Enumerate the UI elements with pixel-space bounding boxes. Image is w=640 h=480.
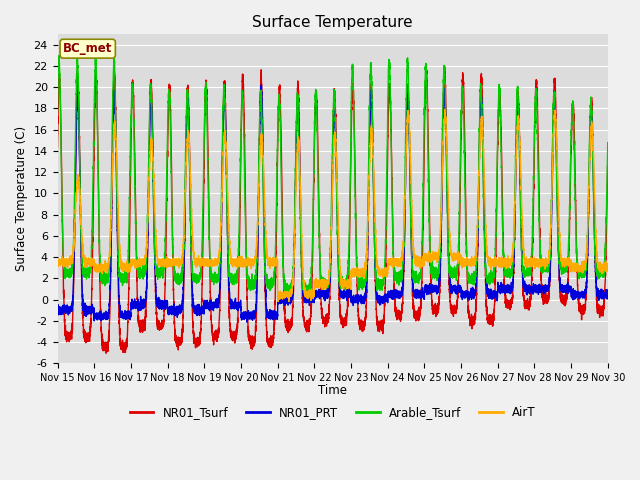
Y-axis label: Surface Temperature (C): Surface Temperature (C)	[15, 126, 28, 271]
NR01_PRT	[472, 290, 479, 296]
Arable_Tsurf	[574, 264, 582, 269]
NR01_Tsurf	[472, 316, 479, 322]
AirT	[314, 282, 322, 288]
AirT	[241, 257, 248, 263]
NR01_Tsurf	[581, 305, 589, 311]
Legend: NR01_Tsurf, NR01_PRT, Arable_Tsurf, AirT: NR01_Tsurf, NR01_PRT, Arable_Tsurf, AirT	[125, 401, 540, 423]
Arable_Tsurf	[456, 181, 464, 187]
NR01_Tsurf	[574, 290, 582, 296]
Line: NR01_PRT: NR01_PRT	[58, 85, 608, 322]
NR01_PRT	[604, 294, 612, 300]
Arable_Tsurf	[314, 183, 322, 189]
NR01_PRT	[456, 286, 464, 292]
AirT	[574, 264, 582, 269]
NR01_Tsurf	[456, 201, 464, 207]
NR01_Tsurf	[54, 144, 61, 150]
Arable_Tsurf	[55, 53, 63, 59]
AirT	[285, 299, 292, 304]
X-axis label: Time: Time	[318, 384, 347, 397]
Arable_Tsurf	[581, 269, 589, 275]
NR01_PRT	[54, 310, 61, 315]
NR01_PRT	[241, 312, 248, 317]
NR01_PRT	[581, 287, 589, 293]
Line: AirT: AirT	[58, 109, 608, 301]
Line: Arable_Tsurf: Arable_Tsurf	[58, 56, 608, 295]
AirT	[54, 259, 61, 265]
Arable_Tsurf	[472, 275, 479, 280]
NR01_PRT	[243, 319, 251, 325]
AirT	[456, 258, 464, 264]
NR01_PRT	[257, 82, 265, 88]
Text: BC_met: BC_met	[63, 42, 113, 55]
Arable_Tsurf	[604, 144, 612, 149]
Arable_Tsurf	[54, 109, 61, 115]
NR01_Tsurf	[241, 139, 248, 145]
NR01_Tsurf	[102, 350, 110, 356]
Arable_Tsurf	[241, 170, 248, 176]
AirT	[441, 106, 449, 112]
Line: NR01_Tsurf: NR01_Tsurf	[58, 68, 608, 353]
Title: Surface Temperature: Surface Temperature	[252, 15, 413, 30]
AirT	[472, 257, 479, 263]
NR01_Tsurf	[604, 155, 612, 160]
NR01_PRT	[574, 290, 582, 296]
AirT	[581, 262, 589, 268]
NR01_Tsurf	[441, 65, 449, 71]
NR01_Tsurf	[314, 151, 322, 157]
AirT	[604, 267, 612, 273]
Arable_Tsurf	[302, 292, 310, 298]
NR01_PRT	[314, 291, 322, 297]
